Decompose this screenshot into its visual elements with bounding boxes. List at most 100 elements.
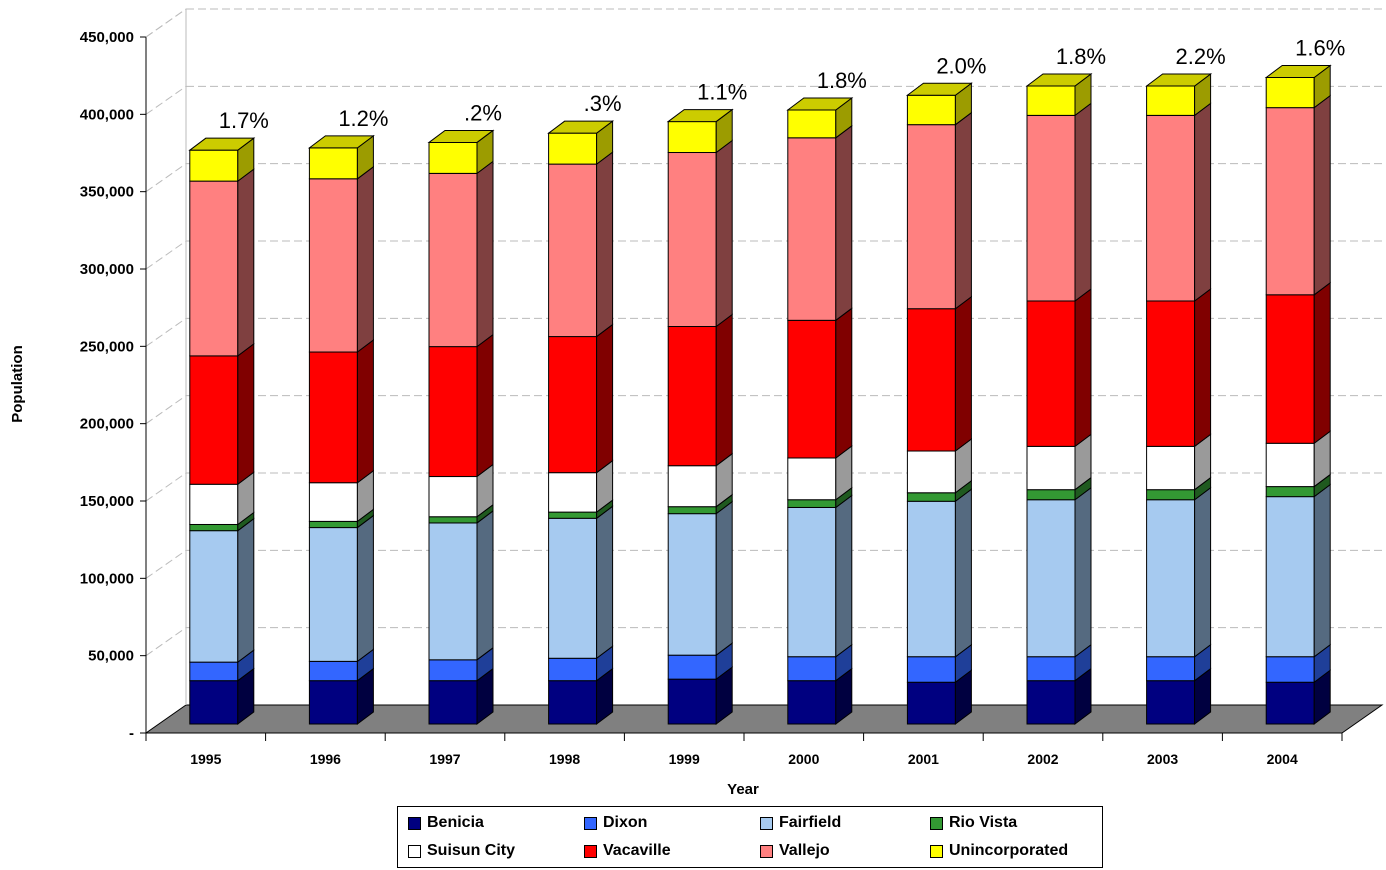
bar-segment-vacaville	[667, 326, 717, 467]
bar-segment-fairfield	[1265, 496, 1315, 658]
legend-label: Unincorporated	[949, 842, 1069, 859]
bar-segment-suisun-city	[667, 465, 717, 508]
bar-segment-suisun-city	[1265, 442, 1315, 488]
bar-top	[1264, 64, 1332, 78]
y-tick-label: 400,000	[80, 106, 134, 123]
bar-segment-vallejo	[787, 137, 837, 321]
bar-segment-vacaville	[1265, 294, 1315, 444]
bar-top	[1145, 73, 1213, 87]
bar-segment-vallejo	[189, 180, 239, 357]
bar-side	[954, 488, 972, 658]
bar-side	[356, 165, 374, 354]
bar-side	[596, 323, 614, 474]
bar-top	[1025, 73, 1093, 87]
y-tick-label: 250,000	[80, 338, 134, 355]
bar-segment-unincorporated	[787, 109, 837, 139]
gridline-diagonal	[145, 163, 187, 193]
bar-stack	[666, 108, 734, 725]
bar-side	[954, 111, 972, 310]
bar-segment-unincorporated	[1265, 76, 1315, 109]
bar-top	[188, 137, 256, 151]
bar-segment-unincorporated	[189, 149, 239, 182]
bar-side	[1074, 287, 1092, 448]
bar-segment-rio-vista	[189, 523, 239, 532]
legend-label: Fairfield	[779, 814, 842, 831]
bar-segment-vacaville	[428, 346, 478, 478]
bar-side	[1313, 94, 1331, 296]
bar-segment-dixon	[428, 659, 478, 682]
bar-segment-rio-vista	[667, 506, 717, 515]
bar-segment-dixon	[1026, 656, 1076, 682]
bar-stack	[547, 120, 615, 725]
y-tick-label: 350,000	[80, 184, 134, 201]
growth-label: 1.2%	[338, 106, 388, 131]
bar-segment-suisun-city	[1146, 445, 1196, 491]
bar-side	[237, 168, 255, 357]
bar-side	[1074, 102, 1092, 302]
bar-segment-dixon	[787, 656, 837, 682]
bar-segment-vallejo	[1026, 114, 1076, 302]
bar-segment-unincorporated	[548, 132, 598, 165]
bar-segment-vallejo	[1265, 107, 1315, 296]
bar-top	[307, 135, 375, 149]
x-tick-label: 1999	[669, 751, 700, 767]
bar-segment-benicia	[667, 678, 717, 725]
bar-segment-rio-vista	[906, 492, 956, 502]
bar-segment-rio-vista	[1265, 486, 1315, 498]
bar-side	[715, 500, 733, 657]
legend-item-benicia: Benicia	[408, 813, 484, 833]
bar-side	[237, 342, 255, 486]
bar-segment-fairfield	[189, 530, 239, 663]
bar-segment-dixon	[189, 661, 239, 682]
bar-segment-vacaville	[906, 308, 956, 452]
gridline-diagonal	[145, 240, 187, 270]
bar-segment-benicia	[189, 680, 239, 725]
growth-label: .2%	[464, 100, 502, 125]
bar-side	[1194, 486, 1212, 658]
legend-swatch	[408, 844, 421, 858]
bar-side	[1313, 483, 1331, 658]
bar-segment-unincorporated	[1026, 85, 1076, 116]
bar-side	[1074, 486, 1092, 658]
bar-stack	[307, 134, 375, 725]
bar-segment-rio-vista	[308, 520, 358, 529]
bar-top	[547, 120, 615, 134]
legend-item-fairfield: Fairfield	[760, 813, 841, 833]
x-tick-label: 2001	[908, 751, 939, 767]
bars	[188, 64, 1332, 725]
legend-item-dixon: Dixon	[584, 813, 647, 833]
bar-side	[835, 124, 853, 322]
bar-side	[715, 313, 733, 467]
bar-segment-suisun-city	[428, 476, 478, 518]
x-tick-label: 1998	[549, 751, 580, 767]
legend-swatch	[408, 816, 421, 830]
growth-label: 1.1%	[697, 80, 747, 105]
bar-side	[237, 517, 255, 664]
bar-segment-fairfield	[1146, 499, 1196, 658]
bar-segment-benicia	[1265, 681, 1315, 725]
bar-segment-fairfield	[548, 517, 598, 659]
y-tick-label: 200,000	[80, 416, 134, 433]
bar-segment-benicia	[1026, 680, 1076, 725]
bar-segment-vacaville	[787, 319, 837, 459]
legend: Benicia Dixon Fairfield Rio Vista Suisun Cit…	[397, 806, 1103, 868]
bar-stack	[188, 137, 256, 725]
gridline-diagonal	[145, 549, 187, 579]
legend-item-rio-vista: Rio Vista	[930, 813, 1017, 833]
top-diagonal	[145, 8, 187, 38]
growth-labels: 1.7% 1.2% .2% .3% 1.1% 1.8% 2.0% 1.8% 2.2% 1.6%	[219, 35, 1346, 133]
bar-segment-unincorporated	[1146, 85, 1196, 116]
bar-segment-fairfield	[906, 500, 956, 658]
x-axis-title: Year	[727, 781, 759, 798]
legend-item-vacaville: Vacaville	[584, 841, 671, 861]
bar-segment-fairfield	[1026, 499, 1076, 658]
bar-segment-benicia	[906, 681, 956, 725]
population-stacked-bar-chart: - 50,000 100,000 150,000 200,000 250,000 300,0…	[9, 8, 1384, 798]
x-tick-label: 1995	[190, 751, 221, 767]
bar-top	[905, 82, 973, 96]
bar-segment-vallejo	[1146, 114, 1196, 302]
y-tick-label: 50,000	[88, 648, 134, 665]
x-tick-label: 2003	[1147, 751, 1178, 767]
bar-side	[954, 295, 972, 453]
bar-segment-unincorporated	[308, 147, 358, 180]
